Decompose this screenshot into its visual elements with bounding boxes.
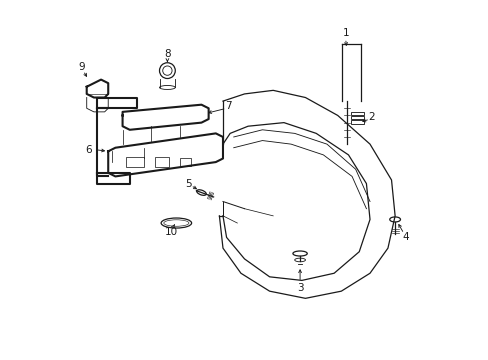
Bar bbox=[350, 112, 363, 115]
Text: 7: 7 bbox=[224, 102, 231, 112]
Bar bbox=[155, 157, 169, 167]
Bar bbox=[126, 157, 144, 167]
Text: 3: 3 bbox=[296, 283, 303, 293]
Text: 1: 1 bbox=[342, 28, 348, 38]
Text: 10: 10 bbox=[164, 227, 177, 237]
Text: 4: 4 bbox=[402, 232, 408, 242]
Bar bbox=[350, 116, 363, 120]
Text: 9: 9 bbox=[78, 62, 84, 72]
Text: 6: 6 bbox=[85, 144, 92, 154]
Text: 5: 5 bbox=[185, 179, 192, 189]
Bar bbox=[180, 158, 190, 166]
Text: 8: 8 bbox=[164, 49, 170, 59]
Bar bbox=[350, 120, 363, 124]
Text: 2: 2 bbox=[368, 112, 374, 122]
